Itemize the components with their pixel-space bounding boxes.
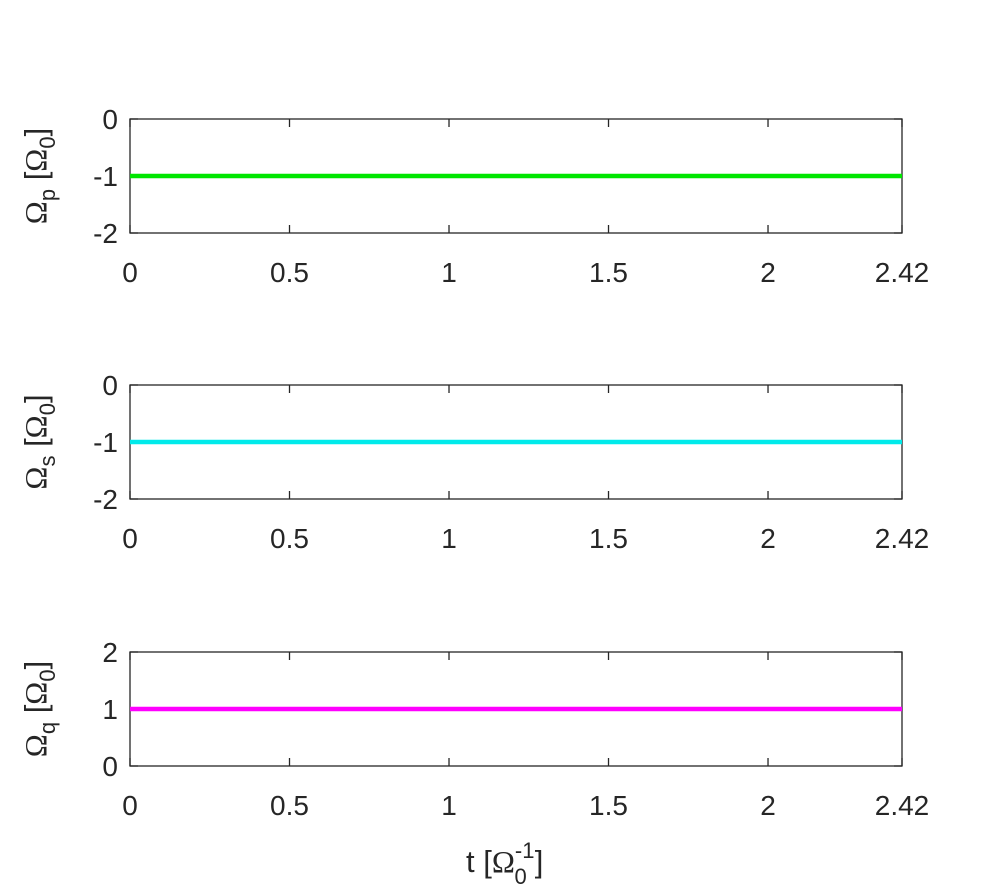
y-axis-label-unit-symbol: Ω — [18, 415, 53, 438]
x-tick-label: 0.5 — [270, 790, 309, 821]
subplot-group: 0 0.5 1 1.5 2 2.420-1-2Ωp [Ω0]0 0.5 1 1.5 2 2.420-… — [18, 104, 929, 889]
x-tick-label: 0 — [122, 523, 138, 554]
x-tick-label: 0 — [122, 790, 138, 821]
y-tick-label: -2 — [93, 218, 118, 249]
y-axis-label-unit-subscript: 0 — [35, 403, 60, 415]
x-tick-label: 2.42 — [875, 790, 930, 821]
y-tick-label: 0 — [102, 370, 118, 401]
x-axis-label-close: ] — [535, 844, 544, 879]
y-tick-label: 1 — [102, 694, 118, 725]
y-axis-label-subscript: s — [35, 456, 60, 467]
x-tick-label: 2.42 — [875, 523, 930, 554]
x-axis-label-superscript: -1 — [515, 838, 535, 863]
panel-omega-s: 0 0.5 1 1.5 2 2.420-1-2Ωs [Ω0] — [18, 370, 929, 554]
x-tick-label: 1 — [441, 523, 457, 554]
x-tick-label: 1.5 — [589, 790, 628, 821]
x-tick-label: 1.5 — [589, 523, 628, 554]
x-tick-label: 2 — [760, 790, 776, 821]
y-axis-label-close: ] — [18, 661, 53, 670]
y-axis-label-symbol: Ω — [18, 201, 53, 224]
y-tick-label: -1 — [93, 427, 118, 458]
y-tick-label: 0 — [102, 104, 118, 135]
x-tick-label: 1 — [441, 257, 457, 288]
y-tick-label: -1 — [93, 161, 118, 192]
y-axis-label-close: ] — [18, 128, 53, 137]
panel-omega-p: 0 0.5 1 1.5 2 2.420-1-2Ωp [Ω0] — [18, 104, 929, 288]
y-axis-label: Ωp [Ω0] — [18, 128, 60, 224]
y-axis-label-unit-subscript: 0 — [35, 669, 60, 681]
y-axis-label-open: [ — [18, 704, 53, 722]
y-axis-label: Ωs [Ω0] — [18, 394, 60, 489]
y-tick-label: 2 — [102, 637, 118, 668]
y-axis-label-unit-subscript: 0 — [35, 136, 60, 148]
x-tick-label: 0.5 — [270, 523, 309, 554]
y-axis-label-subscript: p — [35, 189, 60, 201]
y-tick-label: -2 — [93, 484, 118, 515]
x-axis-label-symbol: Ω — [492, 844, 515, 879]
x-tick-label: 2.42 — [875, 257, 930, 288]
x-tick-label: 0 — [122, 257, 138, 288]
x-axis-label-main: t [ — [466, 844, 492, 879]
y-axis-label-unit-symbol: Ω — [18, 149, 53, 172]
y-axis-label-open: [ — [18, 438, 53, 456]
x-axis-label: t [Ω-1 0] — [466, 838, 543, 889]
y-axis-label-symbol: Ω — [18, 734, 53, 757]
y-axis-label-unit-symbol: Ω — [18, 682, 53, 705]
x-tick-label: 1.5 — [589, 257, 628, 288]
y-axis-label-symbol: Ω — [18, 467, 53, 490]
x-tick-label: 1 — [441, 790, 457, 821]
y-axis-label-subscript: q — [35, 722, 60, 734]
x-tick-label: 0.5 — [270, 257, 309, 288]
x-tick-label: 2 — [760, 257, 776, 288]
x-tick-label: 2 — [760, 523, 776, 554]
y-axis-label-close: ] — [18, 394, 53, 403]
x-axis-label-subscript: 0 — [514, 864, 526, 889]
y-axis-label: Ωq [Ω0] — [18, 661, 60, 757]
y-axis-label-open: [ — [18, 171, 53, 189]
y-tick-label: 0 — [102, 751, 118, 782]
